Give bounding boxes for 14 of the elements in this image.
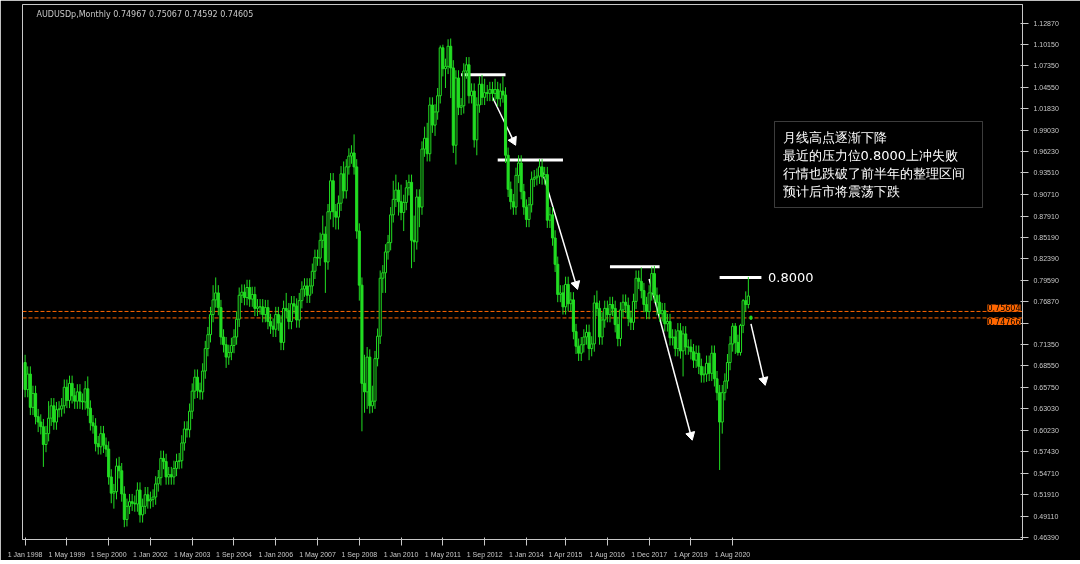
annotation: 0.8000 <box>768 269 814 285</box>
annotation: 月线高点逐渐下降 <box>782 129 887 145</box>
candlestick <box>289 295 293 330</box>
candlestick <box>245 279 249 306</box>
candlestick <box>266 299 270 330</box>
candlestick <box>54 401 58 431</box>
candlestick <box>78 383 82 410</box>
ref-line-label: 0.75604 <box>987 304 1021 314</box>
annotation: 预计后市将震荡下跌 <box>782 183 900 199</box>
candlestick <box>681 325 685 377</box>
annotation: 最近的压力位0.8000上冲失败 <box>782 147 958 163</box>
ref-line-label: 0.74766 <box>987 317 1021 327</box>
annotation: 行情也跌破了前半年的整理区间 <box>782 165 965 181</box>
text: AUDUSDp,Monthly 0.74967 0.75067 0.74592 0.74605 <box>36 9 254 19</box>
